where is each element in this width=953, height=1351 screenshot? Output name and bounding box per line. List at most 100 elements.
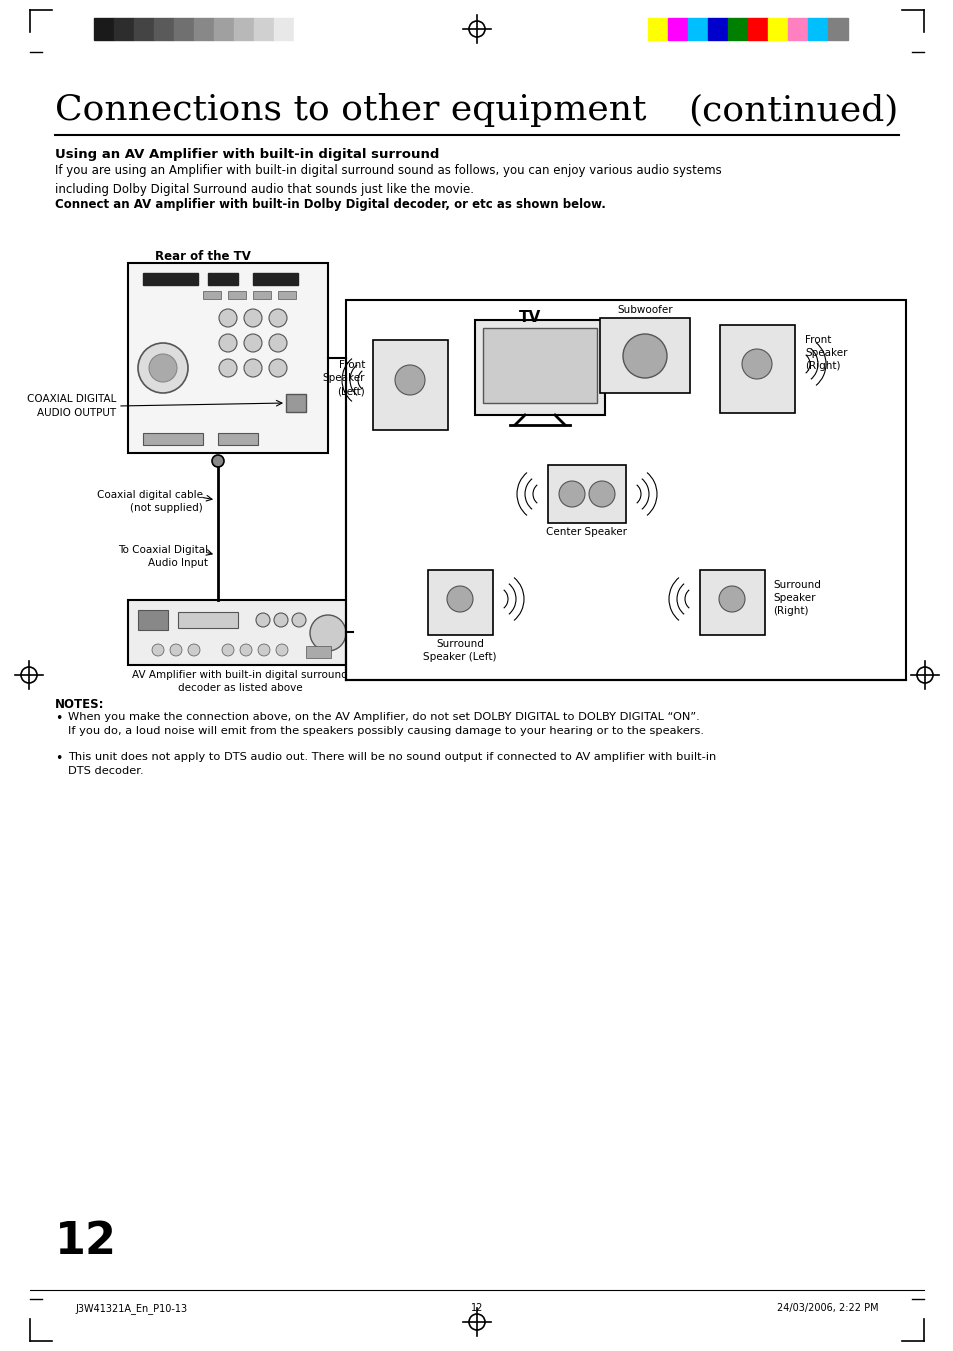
Bar — [143, 434, 203, 444]
Circle shape — [212, 455, 224, 467]
Circle shape — [219, 309, 236, 327]
Circle shape — [244, 359, 262, 377]
Text: NOTES:: NOTES: — [55, 698, 105, 711]
Bar — [475, 320, 604, 415]
Bar — [173, 18, 193, 41]
Bar — [700, 570, 764, 635]
Text: 24/03/2006, 2:22 PM: 24/03/2006, 2:22 PM — [777, 1302, 878, 1313]
Circle shape — [741, 349, 771, 380]
Circle shape — [188, 644, 200, 657]
Bar — [178, 612, 237, 628]
Bar — [277, 290, 295, 299]
Bar — [767, 18, 787, 41]
Circle shape — [170, 644, 182, 657]
Circle shape — [275, 644, 288, 657]
Text: Connections to other equipment: Connections to other equipment — [55, 93, 646, 127]
Text: Front
Speaker
(Right): Front Speaker (Right) — [804, 335, 846, 372]
Bar — [203, 290, 221, 299]
Bar — [133, 18, 153, 41]
Bar — [827, 18, 847, 41]
Bar — [647, 18, 667, 41]
Bar — [94, 18, 113, 41]
Bar — [218, 434, 257, 444]
Text: If you are using an Amplifier with built-in digital surround sound as follows, y: If you are using an Amplifier with built… — [55, 163, 721, 196]
Circle shape — [558, 481, 584, 507]
Text: Center Speaker: Center Speaker — [546, 527, 627, 536]
Bar — [720, 326, 794, 413]
Bar — [687, 18, 707, 41]
Circle shape — [310, 615, 346, 651]
Bar — [274, 18, 294, 41]
Bar — [213, 18, 233, 41]
Circle shape — [719, 586, 744, 612]
Bar — [346, 300, 905, 680]
Circle shape — [269, 334, 287, 353]
Circle shape — [244, 309, 262, 327]
Bar — [128, 263, 328, 453]
Text: 12: 12 — [55, 1220, 117, 1263]
Bar — [253, 18, 274, 41]
Bar — [253, 290, 271, 299]
Text: Rear of the TV: Rear of the TV — [154, 250, 251, 263]
Circle shape — [269, 359, 287, 377]
Circle shape — [222, 644, 233, 657]
Text: J3W41321A_En_P10-13: J3W41321A_En_P10-13 — [75, 1302, 187, 1315]
Circle shape — [149, 354, 177, 382]
Text: AV Amplifier with built-in digital surround
decoder as listed above: AV Amplifier with built-in digital surro… — [132, 670, 348, 693]
Circle shape — [622, 334, 666, 378]
Circle shape — [138, 343, 188, 393]
Circle shape — [447, 586, 473, 612]
Bar — [128, 600, 353, 665]
Bar — [807, 18, 827, 41]
Bar — [547, 465, 625, 523]
Circle shape — [269, 309, 287, 327]
Bar — [428, 570, 493, 635]
Bar — [747, 18, 767, 41]
Bar — [193, 18, 213, 41]
Circle shape — [274, 613, 288, 627]
Circle shape — [292, 613, 306, 627]
Bar — [153, 18, 173, 41]
Circle shape — [240, 644, 252, 657]
Bar — [233, 18, 253, 41]
Text: TV: TV — [518, 309, 540, 326]
Text: •: • — [55, 712, 62, 725]
Text: Front
Speaker
(Left): Front Speaker (Left) — [322, 359, 365, 396]
Text: To Coaxial Digital
Audio Input: To Coaxial Digital Audio Input — [118, 544, 208, 569]
Bar — [727, 18, 747, 41]
Bar — [667, 18, 687, 41]
Bar — [208, 273, 237, 285]
Circle shape — [219, 359, 236, 377]
Text: 12: 12 — [471, 1302, 482, 1313]
Circle shape — [152, 644, 164, 657]
Bar — [138, 611, 168, 630]
Text: (continued): (continued) — [688, 93, 898, 127]
Text: When you make the connection above, on the AV Amplifier, do not set DOLBY DIGITA: When you make the connection above, on t… — [68, 712, 703, 736]
Text: Subwoofer: Subwoofer — [617, 305, 672, 315]
Bar — [113, 18, 133, 41]
Text: Surround
Speaker (Left): Surround Speaker (Left) — [423, 639, 497, 662]
Text: This unit does not apply to DTS audio out. There will be no sound output if conn: This unit does not apply to DTS audio ou… — [68, 753, 716, 775]
Bar — [294, 18, 314, 41]
Circle shape — [588, 481, 615, 507]
Text: COAXIAL DIGITAL
AUDIO OUTPUT: COAXIAL DIGITAL AUDIO OUTPUT — [27, 394, 116, 417]
Bar — [482, 328, 597, 403]
Circle shape — [255, 613, 270, 627]
Bar — [286, 394, 306, 412]
Circle shape — [219, 334, 236, 353]
Bar — [253, 273, 297, 285]
Bar — [787, 18, 807, 41]
Text: Coaxial digital cable
(not supplied): Coaxial digital cable (not supplied) — [97, 490, 203, 513]
Bar — [228, 290, 246, 299]
Text: Using an AV Amplifier with built-in digital surround: Using an AV Amplifier with built-in digi… — [55, 149, 439, 161]
Bar — [707, 18, 727, 41]
Bar — [143, 273, 198, 285]
Text: •: • — [55, 753, 62, 765]
Text: Surround
Speaker
(Right): Surround Speaker (Right) — [772, 580, 820, 616]
Bar — [373, 340, 448, 430]
Circle shape — [244, 334, 262, 353]
Bar — [599, 317, 689, 393]
Text: Connect an AV amplifier with built-in Dolby Digital decoder, or etc as shown bel: Connect an AV amplifier with built-in Do… — [55, 199, 605, 211]
Bar — [306, 646, 331, 658]
Circle shape — [257, 644, 270, 657]
